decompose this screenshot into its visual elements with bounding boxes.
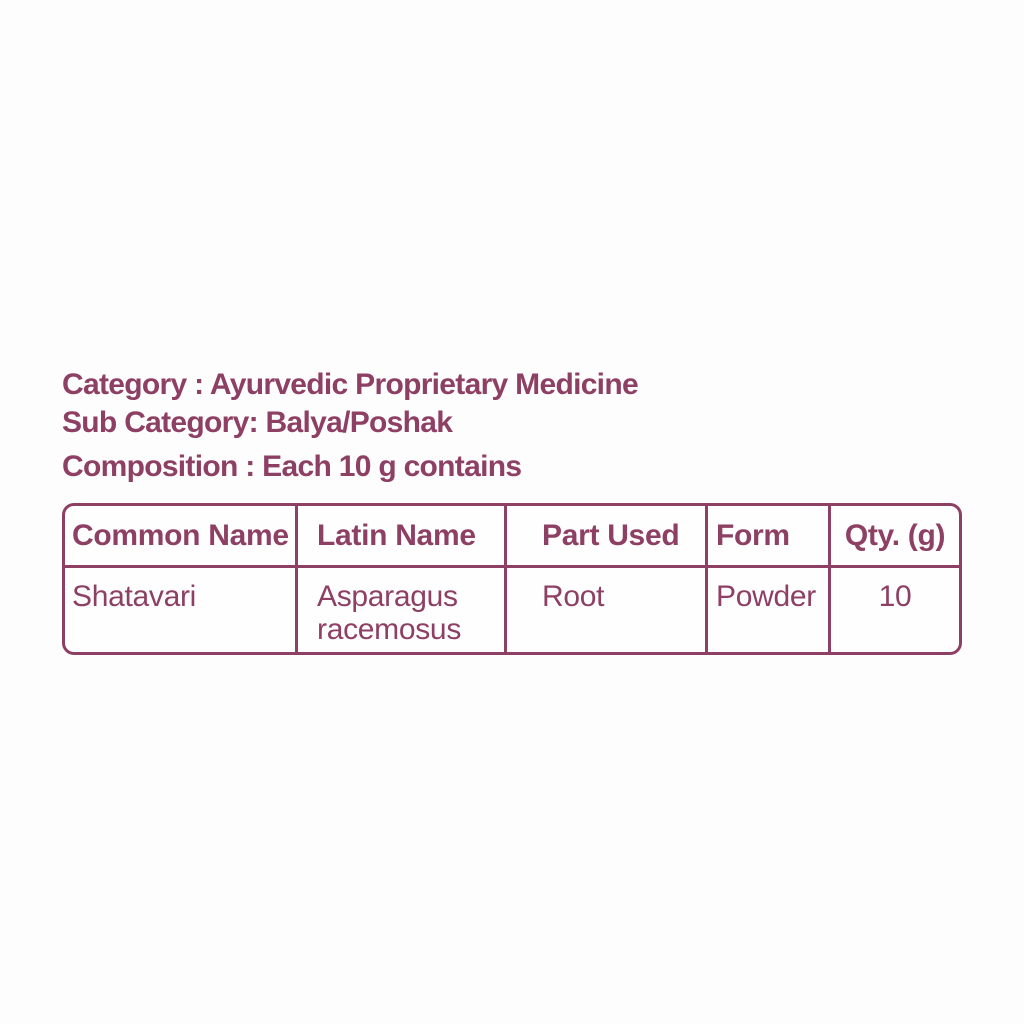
product-info-block: Category : Ayurvedic Proprietary Medicin… (62, 366, 639, 486)
cell-latin-name: Asparagus racemosus (298, 568, 507, 652)
header-cell-part-used: Part Used (507, 506, 708, 568)
composition-table: Common Name Latin Name Part Used Form Qt… (62, 503, 962, 655)
category-line: Category : Ayurvedic Proprietary Medicin… (62, 368, 639, 401)
header-cell-common-name: Common Name (65, 506, 298, 568)
sub-category-line: Sub Category: Balya/Poshak (62, 406, 453, 439)
header-cell-latin-name: Latin Name (298, 506, 507, 568)
header-cell-form: Form (708, 506, 831, 568)
cell-part-used: Root (507, 568, 708, 652)
cell-common-name: Shatavari (65, 568, 298, 652)
cell-qty: 10 (878, 580, 912, 613)
cell-form: Powder (708, 568, 831, 652)
header-cell-qty: Qty. (g) (831, 506, 959, 568)
composition-line: Composition : Each 10 g contains (62, 450, 522, 483)
